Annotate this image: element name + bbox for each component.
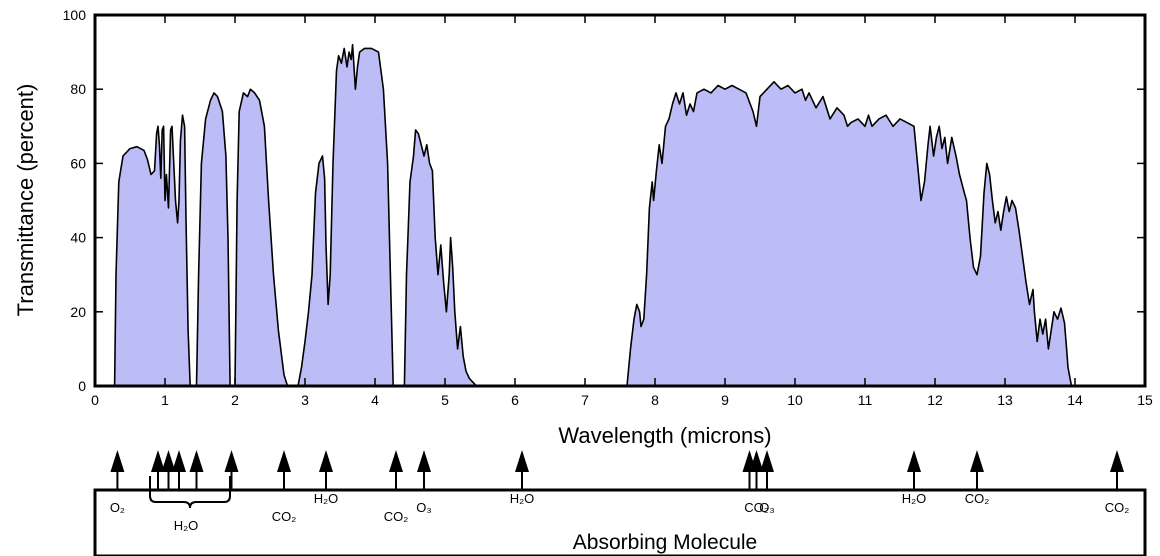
- h2o-brace: [149, 476, 231, 509]
- y-tick-label: 20: [70, 304, 86, 320]
- brace-label: H₂O: [174, 518, 199, 533]
- x-tick-label: 2: [231, 392, 239, 408]
- y-tick-label: 80: [70, 81, 86, 97]
- x-tick-label: 1: [161, 392, 169, 408]
- arrow-icon: [172, 450, 186, 472]
- absorber-arrow: [161, 450, 176, 490]
- arrow-icon: [161, 450, 176, 472]
- arrow-icon: [110, 450, 125, 472]
- transmittance-area: [113, 43, 1073, 387]
- absorber-label: CO₂: [744, 500, 769, 515]
- x-tick-label: 8: [651, 392, 659, 408]
- arrow-icon: [417, 450, 431, 472]
- absorber-arrow: [277, 450, 291, 490]
- arrow-icon: [515, 450, 529, 472]
- x-axis: 0 1 2 3 4 5 6 7 8 9 10 11 12 13 14 15: [91, 15, 1153, 408]
- absorber-label: CO₂: [384, 509, 409, 524]
- x-tick-label: 3: [301, 392, 309, 408]
- absorber-arrow: [417, 450, 431, 490]
- absorber-label: H₂O: [510, 491, 535, 506]
- y-tick-label: 0: [78, 378, 86, 394]
- y-tick-label: 60: [70, 155, 86, 171]
- absorber-label: CO₂: [965, 491, 990, 506]
- absorber-arrow: [760, 450, 774, 490]
- x-tick-label: 11: [858, 392, 873, 408]
- arrow-icon: [760, 450, 774, 472]
- x-tick-label: 4: [371, 392, 379, 408]
- arrow-icon: [224, 450, 239, 472]
- arrow-icon: [1110, 450, 1124, 472]
- x-tick-label: 12: [927, 392, 943, 408]
- x-tick-label: 6: [511, 392, 519, 408]
- absorber-label: O₂: [110, 500, 125, 515]
- absorber-arrow: [110, 450, 125, 490]
- transmittance-series: [113, 43, 1073, 387]
- x-tick-label: 13: [997, 392, 1013, 408]
- y-tick-label: 40: [70, 230, 86, 246]
- plot-frame: [93, 13, 1147, 388]
- absorber-label: CO₂: [272, 509, 297, 524]
- arrow-icon: [389, 450, 403, 472]
- absorber-arrow: [749, 450, 764, 490]
- arrow-icon: [319, 450, 333, 472]
- arrow-icon: [151, 450, 165, 472]
- arrow-icon: [189, 450, 204, 472]
- x-tick-label: 7: [581, 392, 589, 408]
- x-axis-title: Wavelength (microns): [558, 423, 771, 448]
- absorber-label: CO₂: [1105, 500, 1130, 515]
- absorber-arrow: [970, 450, 984, 490]
- absorber-box-title: Absorbing Molecule: [573, 531, 757, 554]
- absorber-label: H₂O: [902, 491, 927, 506]
- x-tick-label: 10: [787, 392, 803, 408]
- y-tick-label: 100: [63, 7, 87, 23]
- absorber-arrow: [1110, 450, 1124, 490]
- absorber-arrow: [515, 450, 529, 490]
- absorber-arrow: [319, 450, 333, 490]
- y-axis: 0 20 40 60 80 100: [63, 7, 1145, 394]
- arrow-icon: [749, 450, 764, 472]
- absorber-box: [93, 488, 1147, 556]
- absorber-arrow: [224, 450, 239, 490]
- x-tick-label: 0: [91, 392, 99, 408]
- absorber-label: O₃: [416, 500, 431, 515]
- x-tick-label: 15: [1137, 392, 1153, 408]
- arrow-icon: [907, 450, 921, 472]
- arrow-icon: [970, 450, 984, 472]
- absorber-arrow: [389, 450, 403, 490]
- x-tick-label: 9: [721, 392, 729, 408]
- absorber-arrow: [907, 450, 921, 490]
- x-tick-label: 14: [1067, 392, 1083, 408]
- y-axis-title: Transmittance (percent): [13, 84, 38, 317]
- absorber-arrow: [189, 450, 204, 490]
- absorber-label: H₂O: [314, 491, 339, 506]
- absorber-label: O₃: [759, 500, 774, 515]
- x-tick-label: 5: [441, 392, 449, 408]
- absorber-arrow: [172, 450, 186, 490]
- arrow-icon: [277, 450, 291, 472]
- absorber-arrow: [151, 450, 165, 490]
